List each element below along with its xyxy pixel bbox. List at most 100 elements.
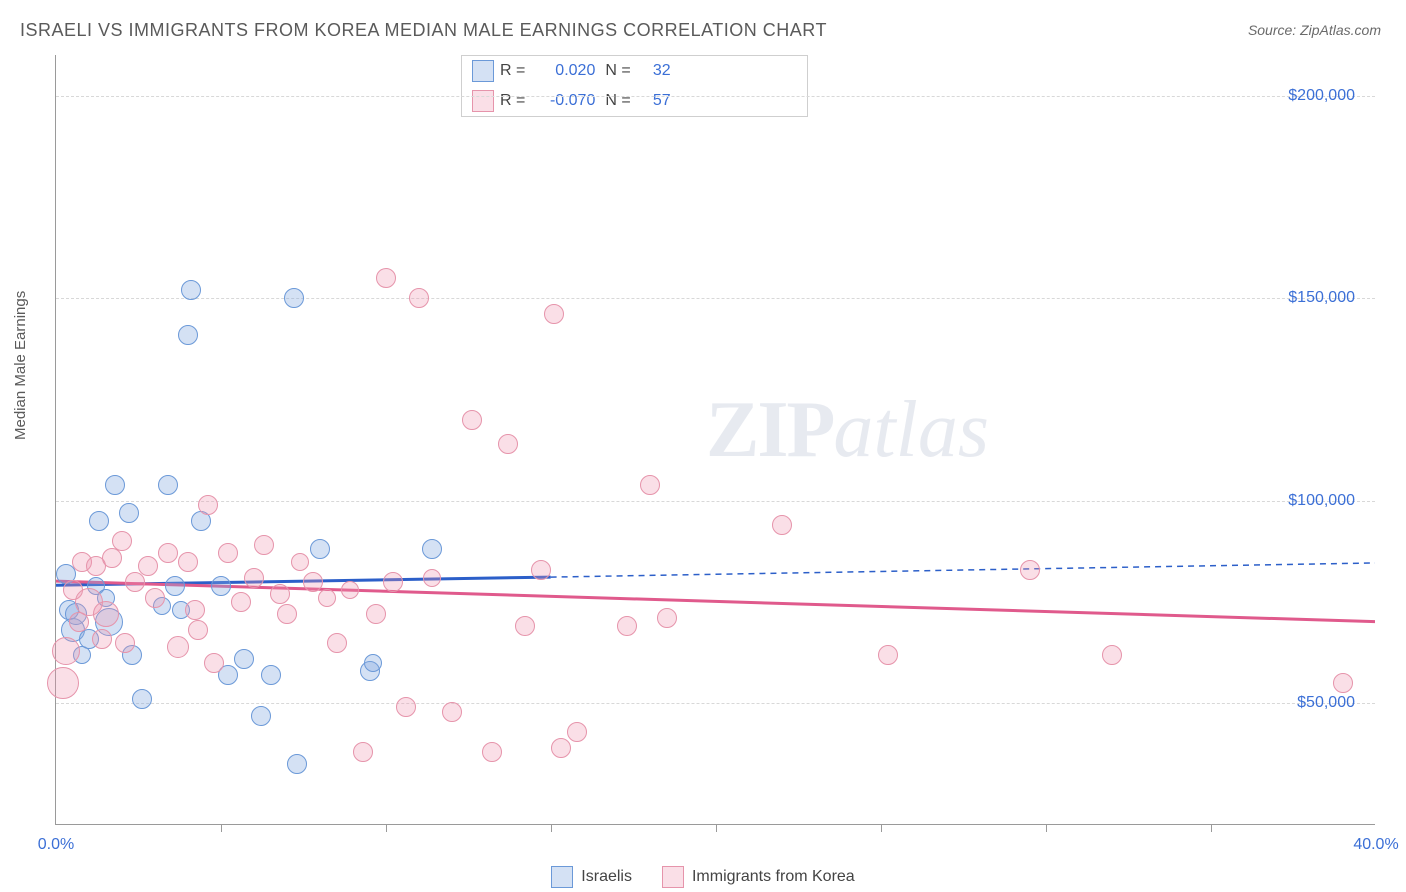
bottom-legend: Israelis Immigrants from Korea <box>0 866 1406 888</box>
scatter-point-korea <box>442 702 462 722</box>
scatter-point-korea <box>178 552 198 572</box>
scatter-point-korea <box>185 600 205 620</box>
scatter-point-korea <box>231 592 251 612</box>
scatter-point-korea <box>327 633 347 653</box>
scatter-point-korea <box>341 581 359 599</box>
scatter-point-israelis <box>234 649 254 669</box>
plot-area: ZIPatlas R = 0.020 N = 32 R = -0.070 N =… <box>55 55 1375 825</box>
y-tick-label: $50,000 <box>1297 694 1355 712</box>
y-tick-label: $100,000 <box>1288 492 1355 510</box>
scatter-point-korea <box>617 616 637 636</box>
scatter-point-korea <box>878 645 898 665</box>
scatter-point-israelis <box>211 576 231 596</box>
scatter-point-israelis <box>251 706 271 726</box>
scatter-point-korea <box>188 620 208 640</box>
scatter-point-korea <box>167 636 189 658</box>
x-tick <box>386 824 387 832</box>
scatter-point-korea <box>772 515 792 535</box>
scatter-point-korea <box>52 637 80 665</box>
scatter-point-korea <box>366 604 386 624</box>
r-label: R = <box>500 62 525 80</box>
scatter-point-korea <box>244 568 264 588</box>
n-label: N = <box>605 62 630 80</box>
source-label: Source: ZipAtlas.com <box>1248 22 1381 38</box>
scatter-point-korea <box>396 697 416 717</box>
legend-item-korea: Immigrants from Korea <box>662 866 855 888</box>
scatter-point-israelis <box>119 503 139 523</box>
scatter-point-korea <box>376 268 396 288</box>
y-axis-label: Median Male Earnings <box>12 291 29 440</box>
scatter-point-korea <box>158 543 178 563</box>
scatter-point-korea <box>112 531 132 551</box>
scatter-point-korea <box>254 535 274 555</box>
scatter-point-israelis <box>364 654 382 672</box>
scatter-point-korea <box>531 560 551 580</box>
scatter-point-korea <box>138 556 158 576</box>
watermark-atlas: atlas <box>833 386 989 474</box>
scatter-point-korea <box>353 742 373 762</box>
scatter-point-korea <box>1102 645 1122 665</box>
n-value-israelis: 32 <box>637 62 675 80</box>
x-tick <box>1211 824 1212 832</box>
scatter-point-korea <box>498 434 518 454</box>
gridline <box>56 96 1375 97</box>
y-tick-label: $150,000 <box>1288 289 1355 307</box>
legend-label-israelis: Israelis <box>581 868 632 886</box>
watermark-zip: ZIP <box>706 386 833 474</box>
scatter-point-korea <box>423 569 441 587</box>
scatter-point-israelis <box>178 325 198 345</box>
scatter-point-korea <box>303 572 323 592</box>
scatter-point-korea <box>125 572 145 592</box>
scatter-point-israelis <box>284 288 304 308</box>
scatter-point-korea <box>115 633 135 653</box>
scatter-point-israelis <box>105 475 125 495</box>
scatter-point-korea <box>482 742 502 762</box>
scatter-point-korea <box>145 588 165 608</box>
legend-swatch-korea <box>662 866 684 888</box>
legend-swatch-israelis <box>551 866 573 888</box>
scatter-point-korea <box>270 584 290 604</box>
scatter-point-korea <box>544 304 564 324</box>
scatter-point-korea <box>640 475 660 495</box>
stats-box: R = 0.020 N = 32 R = -0.070 N = 57 <box>461 55 808 117</box>
scatter-point-israelis <box>181 280 201 300</box>
legend-item-israelis: Israelis <box>551 866 632 888</box>
scatter-point-israelis <box>422 539 442 559</box>
scatter-point-korea <box>277 604 297 624</box>
gridline <box>56 501 1375 502</box>
watermark: ZIPatlas <box>706 385 989 476</box>
chart-title: ISRAELI VS IMMIGRANTS FROM KOREA MEDIAN … <box>20 20 827 41</box>
scatter-point-korea <box>291 553 309 571</box>
scatter-point-korea <box>551 738 571 758</box>
scatter-point-korea <box>204 653 224 673</box>
scatter-point-korea <box>567 722 587 742</box>
x-tick <box>881 824 882 832</box>
gridline <box>56 703 1375 704</box>
scatter-point-israelis <box>261 665 281 685</box>
scatter-point-israelis <box>310 539 330 559</box>
scatter-point-korea <box>318 589 336 607</box>
scatter-point-korea <box>1333 673 1353 693</box>
x-tick-label: 0.0% <box>38 836 74 854</box>
x-tick-label: 40.0% <box>1353 836 1398 854</box>
scatter-point-israelis <box>287 754 307 774</box>
x-tick <box>716 824 717 832</box>
stats-row-korea: R = -0.070 N = 57 <box>462 86 807 116</box>
scatter-point-korea <box>1020 560 1040 580</box>
swatch-israelis <box>472 60 494 82</box>
x-tick <box>221 824 222 832</box>
scatter-point-korea <box>92 629 112 649</box>
legend-label-korea: Immigrants from Korea <box>692 868 855 886</box>
swatch-korea <box>472 90 494 112</box>
scatter-point-korea <box>93 601 119 627</box>
scatter-point-korea <box>198 495 218 515</box>
scatter-point-israelis <box>89 511 109 531</box>
gridline <box>56 298 1375 299</box>
scatter-point-israelis <box>158 475 178 495</box>
scatter-point-korea <box>657 608 677 628</box>
scatter-point-korea <box>462 410 482 430</box>
x-tick <box>1046 824 1047 832</box>
scatter-point-korea <box>383 572 403 592</box>
scatter-point-israelis <box>165 576 185 596</box>
r-value-israelis: 0.020 <box>531 62 599 80</box>
